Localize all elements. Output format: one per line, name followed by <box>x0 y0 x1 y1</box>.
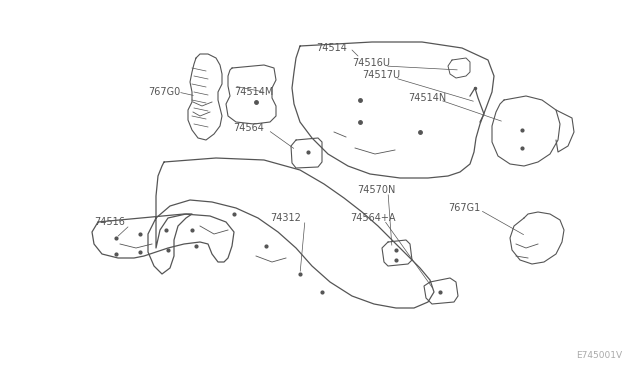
Text: 74514: 74514 <box>316 43 347 53</box>
Text: 767G0: 767G0 <box>148 87 180 97</box>
Text: E745001V: E745001V <box>576 351 622 360</box>
Text: 74570N: 74570N <box>357 185 396 195</box>
Text: 74516U: 74516U <box>352 58 390 68</box>
Text: 74514M: 74514M <box>234 87 273 97</box>
Text: 74514N: 74514N <box>408 93 446 103</box>
Text: 74564: 74564 <box>233 123 264 133</box>
Text: 74517U: 74517U <box>362 70 400 80</box>
Text: 767G1: 767G1 <box>448 203 480 213</box>
Text: 74516: 74516 <box>94 217 125 227</box>
Text: 74564+A: 74564+A <box>350 213 396 223</box>
Text: 74312: 74312 <box>270 213 301 223</box>
